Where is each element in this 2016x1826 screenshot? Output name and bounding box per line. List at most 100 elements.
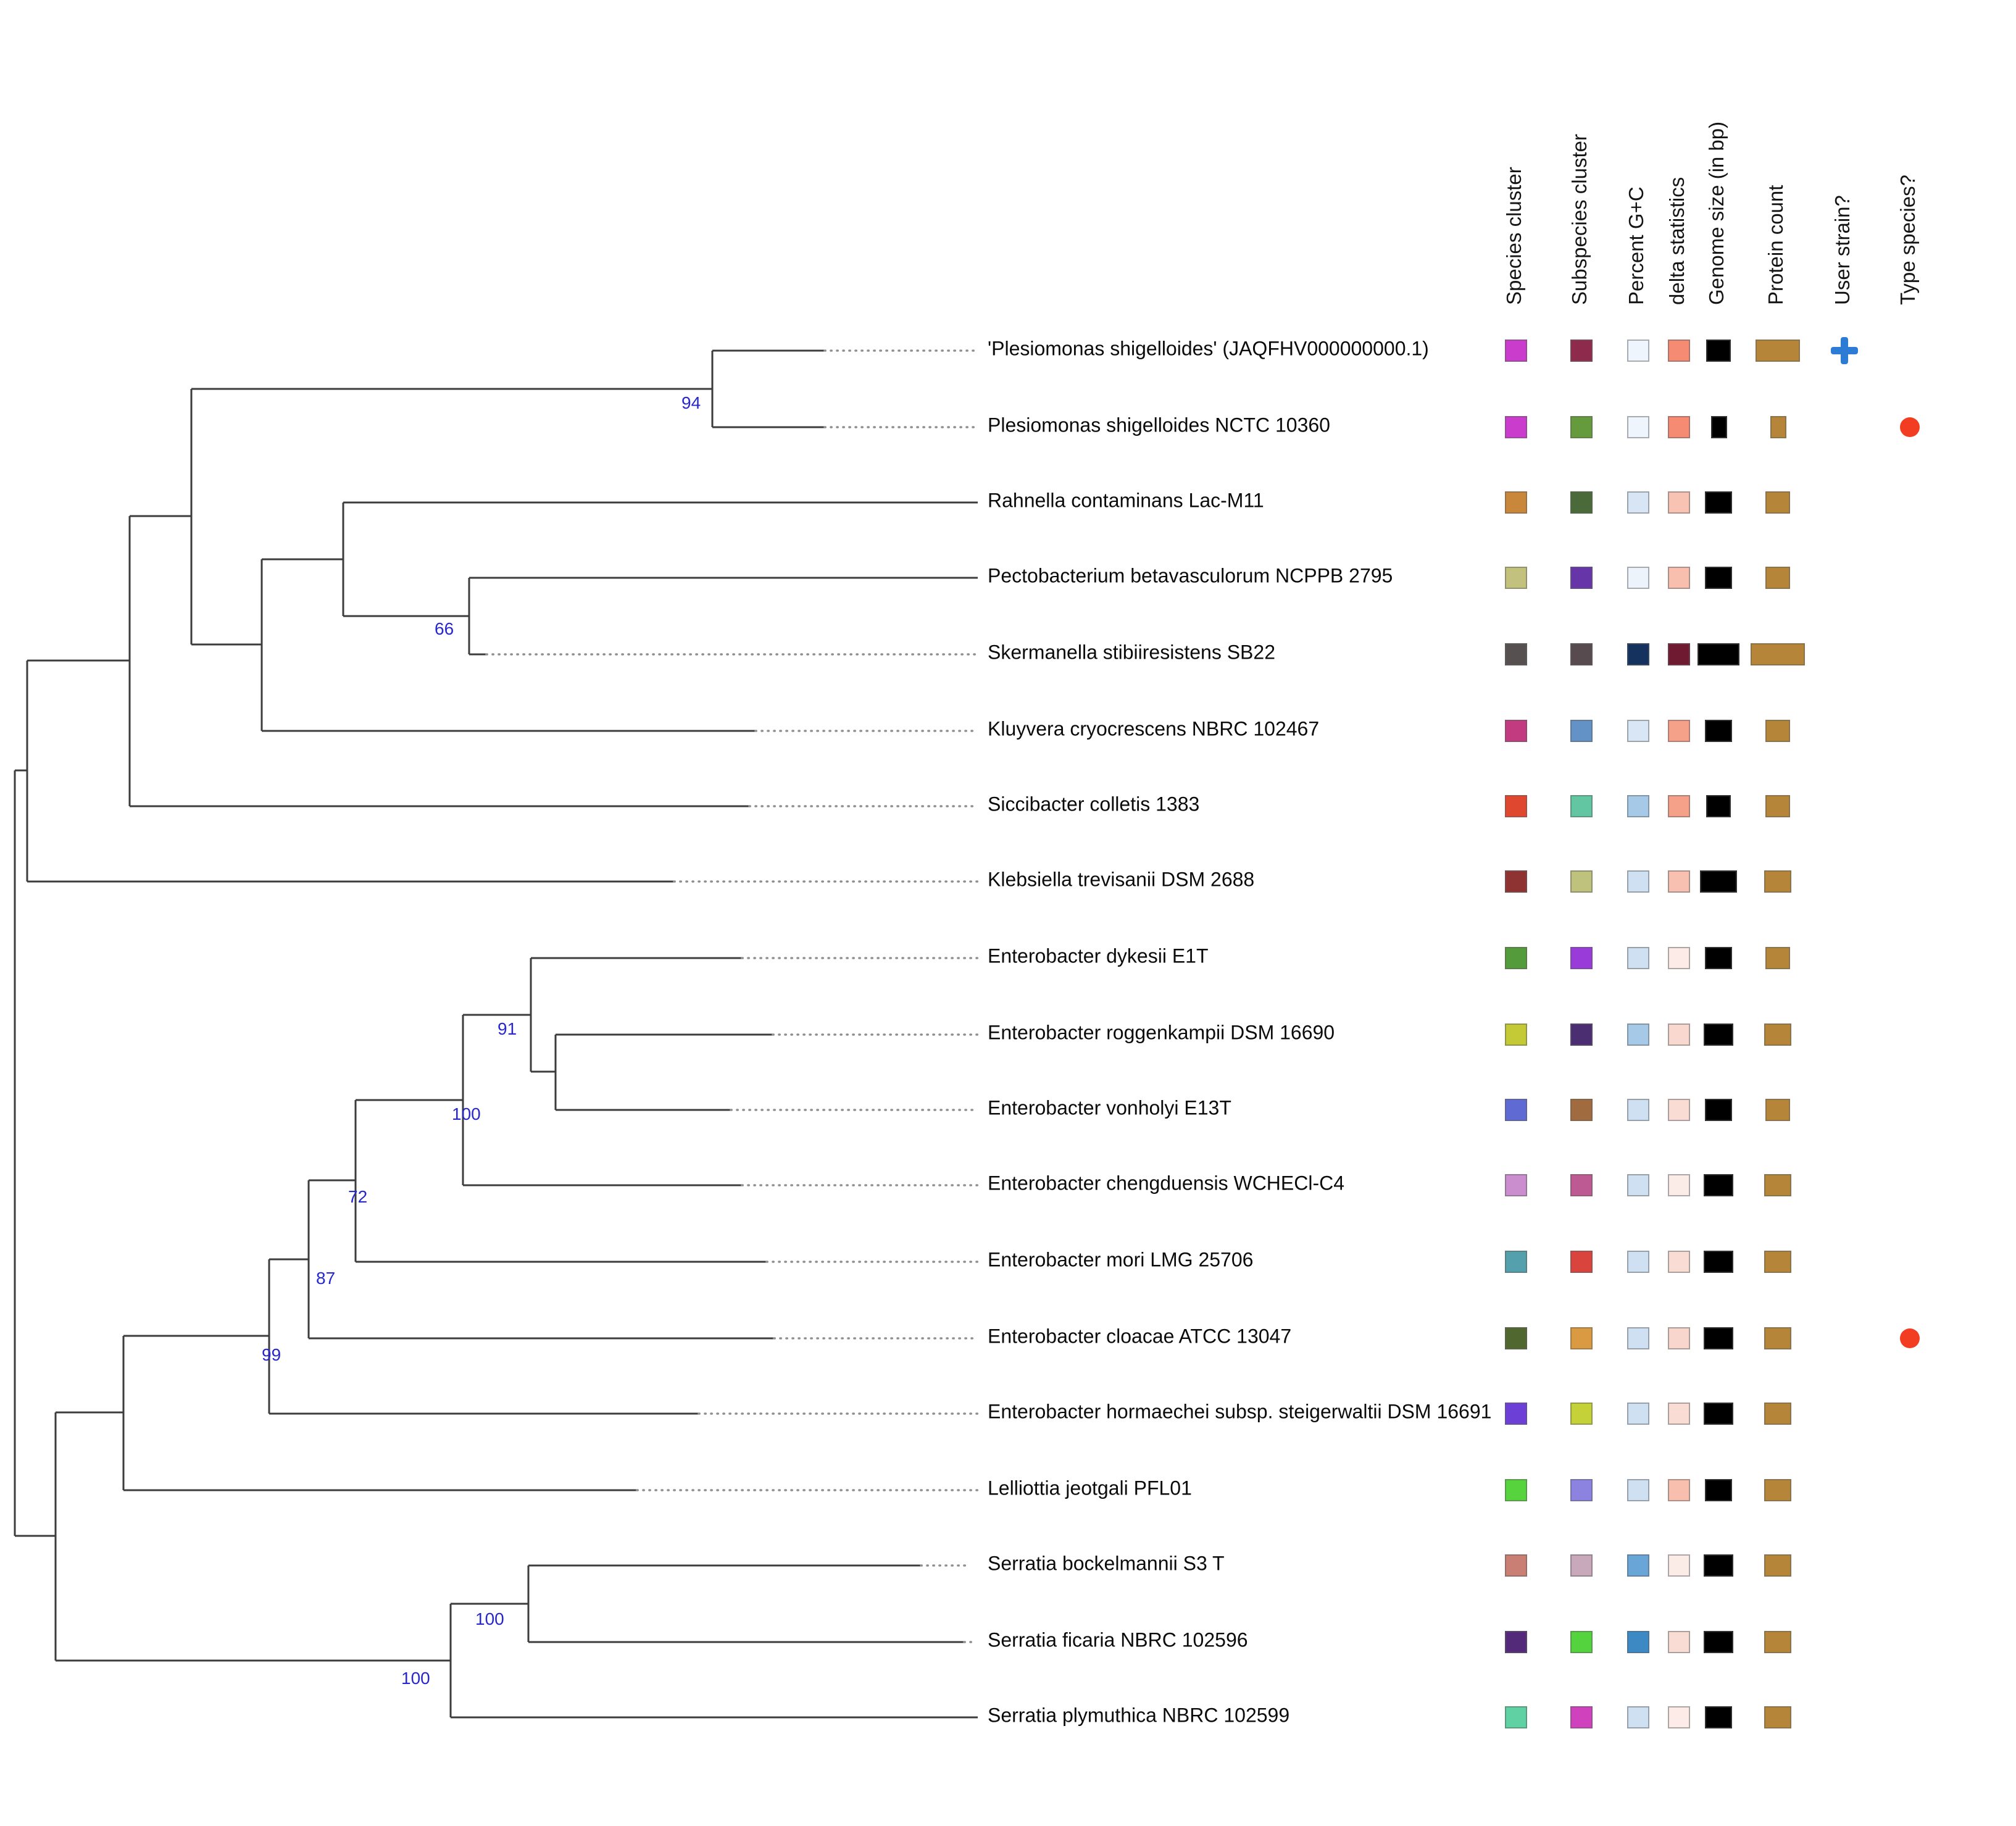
protein-count-mark — [1764, 1327, 1791, 1349]
percent-gc-swatch — [1627, 720, 1649, 742]
subspecies-cluster-swatch — [1570, 795, 1593, 817]
genome-size-mark — [1704, 1023, 1733, 1046]
delta-statistics-swatch — [1668, 643, 1690, 665]
taxon-label: Lelliottia jeotgali PFL01 — [988, 1478, 1192, 1500]
bootstrap-value: 94 — [681, 393, 701, 412]
species-cluster-swatch — [1505, 720, 1527, 742]
subspecies-cluster-swatch — [1570, 643, 1593, 665]
genome-size-mark — [1704, 1554, 1733, 1577]
taxon-label: Plesiomonas shigelloides NCTC 10360 — [988, 415, 1330, 437]
column-header-genome-size: Genome size (in bp) — [1706, 121, 1728, 305]
taxon-label: 'Plesiomonas shigelloides' (JAQFHV000000… — [988, 339, 1429, 361]
genome-size-mark — [1705, 720, 1732, 742]
percent-gc-swatch — [1627, 1706, 1649, 1728]
protein-count-mark — [1764, 1174, 1791, 1196]
protein-count-mark — [1764, 1403, 1791, 1425]
subspecies-cluster-swatch — [1570, 1631, 1593, 1653]
delta-statistics-swatch — [1668, 795, 1690, 817]
taxon-label: Enterobacter vonholyi E13T — [988, 1098, 1231, 1120]
delta-statistics-swatch — [1668, 1706, 1690, 1728]
percent-gc-swatch — [1627, 1099, 1649, 1121]
subspecies-cluster-swatch — [1570, 1706, 1593, 1728]
taxon-label: Kluyvera cryocrescens NBRC 102467 — [988, 719, 1320, 741]
genome-size-mark — [1705, 1099, 1732, 1121]
species-cluster-swatch — [1505, 870, 1527, 893]
species-cluster-swatch — [1505, 1251, 1527, 1273]
delta-statistics-swatch — [1668, 340, 1690, 362]
species-cluster-swatch — [1505, 1403, 1527, 1425]
species-cluster-swatch — [1505, 1327, 1527, 1349]
genome-size-mark — [1704, 1174, 1733, 1196]
bootstrap-value: 99 — [262, 1344, 281, 1364]
bootstrap-value: 100 — [401, 1668, 430, 1688]
protein-count-mark — [1765, 567, 1790, 589]
species-cluster-swatch — [1505, 643, 1527, 665]
delta-statistics-swatch — [1668, 416, 1690, 438]
protein-count-mark — [1765, 1099, 1790, 1121]
protein-count-mark — [1764, 1631, 1791, 1653]
protein-count-mark — [1765, 795, 1790, 817]
species-cluster-swatch — [1505, 340, 1527, 362]
subspecies-cluster-swatch — [1570, 1554, 1593, 1577]
percent-gc-swatch — [1627, 1327, 1649, 1349]
subspecies-cluster-swatch — [1570, 491, 1593, 514]
column-header-delta-statistics: delta statistics — [1667, 177, 1689, 305]
percent-gc-swatch — [1627, 1023, 1649, 1046]
percent-gc-swatch — [1627, 643, 1649, 665]
delta-statistics-swatch — [1668, 1099, 1690, 1121]
subspecies-cluster-swatch — [1570, 1327, 1593, 1349]
type-species-dot-icon — [1900, 417, 1920, 437]
bootstrap-value: 100 — [452, 1104, 481, 1124]
column-header-percent-gc: Percent G+C — [1626, 186, 1648, 305]
column-header-species-cluster: Species cluster — [1504, 167, 1526, 305]
percent-gc-swatch — [1627, 1554, 1649, 1577]
taxon-label: Enterobacter mori LMG 25706 — [988, 1250, 1254, 1272]
taxon-label: Siccibacter colletis 1383 — [988, 794, 1200, 816]
protein-count-mark — [1765, 491, 1790, 514]
subspecies-cluster-swatch — [1570, 567, 1593, 589]
species-cluster-swatch — [1505, 567, 1527, 589]
genome-size-mark — [1710, 416, 1727, 438]
subspecies-cluster-swatch — [1570, 870, 1593, 893]
percent-gc-swatch — [1627, 1631, 1649, 1653]
genome-size-mark — [1697, 643, 1739, 665]
delta-statistics-swatch — [1668, 1403, 1690, 1425]
protein-count-mark — [1770, 416, 1786, 438]
genome-size-mark — [1705, 947, 1732, 969]
species-cluster-swatch — [1505, 1023, 1527, 1046]
delta-statistics-swatch — [1668, 1023, 1690, 1046]
protein-count-mark — [1756, 340, 1800, 362]
subspecies-cluster-swatch — [1570, 1403, 1593, 1425]
taxon-label: Serratia plymuthica NBRC 102599 — [988, 1706, 1290, 1727]
genome-size-mark — [1705, 1706, 1732, 1728]
delta-statistics-swatch — [1668, 1251, 1690, 1273]
protein-count-mark — [1764, 1479, 1791, 1501]
protein-count-mark — [1765, 720, 1790, 742]
species-cluster-swatch — [1505, 795, 1527, 817]
genome-size-mark — [1706, 795, 1731, 817]
delta-statistics-swatch — [1668, 1327, 1690, 1349]
taxon-label: Pectobacterium betavasculorum NCPPB 2795 — [988, 566, 1393, 588]
species-cluster-swatch — [1505, 1099, 1527, 1121]
subspecies-cluster-swatch — [1570, 1251, 1593, 1273]
column-header-subspecies-cluster: Subspecies cluster — [1569, 134, 1591, 305]
taxon-label: Enterobacter roggenkampii DSM 16690 — [988, 1023, 1335, 1044]
percent-gc-swatch — [1627, 1174, 1649, 1196]
protein-count-mark — [1764, 1251, 1791, 1273]
genome-size-mark — [1704, 1327, 1733, 1349]
species-cluster-swatch — [1505, 1554, 1527, 1577]
subspecies-cluster-swatch — [1570, 1099, 1593, 1121]
subspecies-cluster-swatch — [1570, 1174, 1593, 1196]
bootstrap-value: 91 — [498, 1019, 517, 1038]
bootstrap-value: 72 — [348, 1186, 368, 1206]
species-cluster-swatch — [1505, 947, 1527, 969]
taxon-label: Enterobacter dykesii E1T — [988, 946, 1209, 968]
protein-count-mark — [1765, 947, 1790, 969]
delta-statistics-swatch — [1668, 1479, 1690, 1501]
protein-count-mark — [1764, 1554, 1791, 1577]
percent-gc-swatch — [1627, 947, 1649, 969]
taxon-label: Klebsiella trevisanii DSM 2688 — [988, 870, 1255, 891]
genome-size-mark — [1704, 1251, 1733, 1273]
